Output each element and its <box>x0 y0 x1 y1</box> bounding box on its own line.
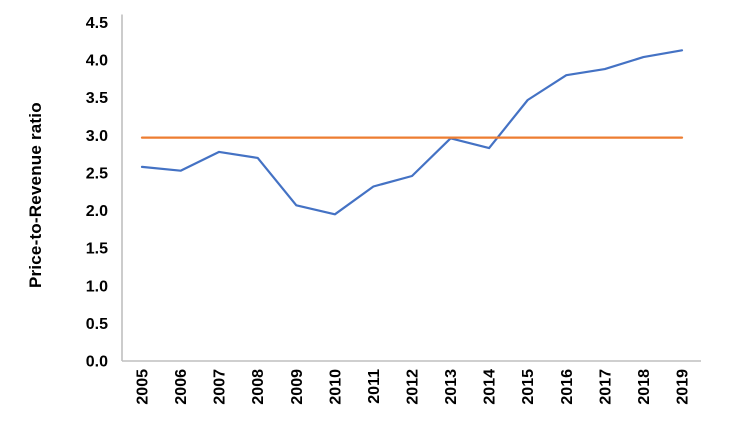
x-tick-label: 2009 <box>289 369 306 405</box>
y-tick-label: 0.5 <box>86 316 108 333</box>
y-tick-label: 1.0 <box>86 278 108 295</box>
x-tick-label: 2019 <box>674 369 691 405</box>
x-tick-label: 2007 <box>212 369 229 405</box>
y-tick-label: 3.0 <box>86 128 108 145</box>
y-tick-label: 2.5 <box>86 165 108 182</box>
x-tick-label: 2005 <box>135 369 152 405</box>
y-tick-label: 1.5 <box>86 241 108 258</box>
y-tick-label: 3.5 <box>86 90 108 107</box>
x-tick-label: 2006 <box>173 369 190 405</box>
y-tick-label: 2.0 <box>86 203 108 220</box>
y-tick-label: 0.0 <box>86 354 108 371</box>
x-tick-label: 2011 <box>366 369 383 404</box>
x-tick-label: 2008 <box>250 369 267 405</box>
x-tick-label: 2016 <box>559 369 576 405</box>
y-tick-label: 4.5 <box>86 15 108 32</box>
x-tick-label: 2018 <box>636 369 653 405</box>
y-axis-title: Price-to-Revenue ratio <box>26 102 45 288</box>
y-tick-label: 4.0 <box>86 53 108 70</box>
x-tick-label: 2010 <box>327 369 344 405</box>
x-tick-label: 2012 <box>404 369 421 405</box>
x-tick-label: 2013 <box>443 369 460 405</box>
x-tick-label: 2014 <box>482 369 499 405</box>
x-tick-label: 2017 <box>597 369 614 405</box>
x-tick-label: 2015 <box>520 369 537 405</box>
price-to-revenue-ratio-line <box>140 49 684 216</box>
